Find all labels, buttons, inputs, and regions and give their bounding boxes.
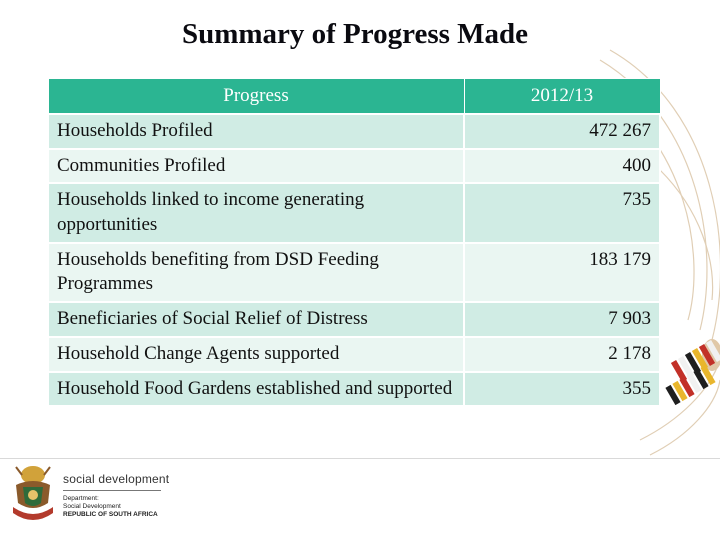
- page-title: Summary of Progress Made: [181, 18, 529, 50]
- progress-table: Progress 2012/13 Households Profiled 472…: [47, 78, 661, 408]
- row-label: Beneficiaries of Social Relief of Distre…: [47, 301, 465, 338]
- row-label: Household Food Gardens established and s…: [47, 370, 465, 408]
- row-value: 355: [463, 370, 661, 408]
- department-branding: social development Department: Social De…: [63, 472, 169, 519]
- dept-line-2: Social Development: [63, 503, 121, 510]
- row-label: Households benefiting from DSD Feeding P…: [47, 241, 465, 304]
- row-value: 400: [463, 147, 661, 185]
- row-label: Household Change Agents supported: [47, 335, 465, 373]
- org-name: social development: [63, 472, 170, 486]
- table-row: Household Food Gardens established and s…: [47, 370, 661, 408]
- row-value: 735: [463, 182, 661, 244]
- table-row: Beneficiaries of Social Relief of Distre…: [47, 301, 661, 338]
- column-header-progress: Progress: [47, 78, 465, 115]
- row-value: 2 178: [463, 335, 661, 373]
- table-row: Household Change Agents supported 2 178: [47, 335, 661, 373]
- row-value: 472 267: [463, 113, 661, 150]
- table-row: Households benefiting from DSD Feeding P…: [47, 241, 661, 304]
- table-row: Households Profiled 472 267: [47, 113, 661, 150]
- org-divider: [63, 490, 161, 491]
- footer-divider: [0, 458, 720, 459]
- row-value: 7 903: [463, 301, 661, 338]
- dept-line-3: REPUBLIC OF SOUTH AFRICA: [63, 511, 158, 518]
- column-header-year: 2012/13: [463, 78, 661, 115]
- row-label: Households Profiled: [47, 113, 465, 150]
- row-label: Households linked to income generating o…: [47, 182, 465, 244]
- table-row: Communities Profiled 400: [47, 147, 661, 185]
- table-row: Households linked to income generating o…: [47, 182, 661, 244]
- row-label: Communities Profiled: [47, 147, 465, 185]
- table-header-row: Progress 2012/13: [47, 78, 661, 115]
- dept-line-1: Department:: [63, 495, 99, 502]
- coat-of-arms-icon: [13, 466, 53, 520]
- row-value: 183 179: [463, 241, 661, 304]
